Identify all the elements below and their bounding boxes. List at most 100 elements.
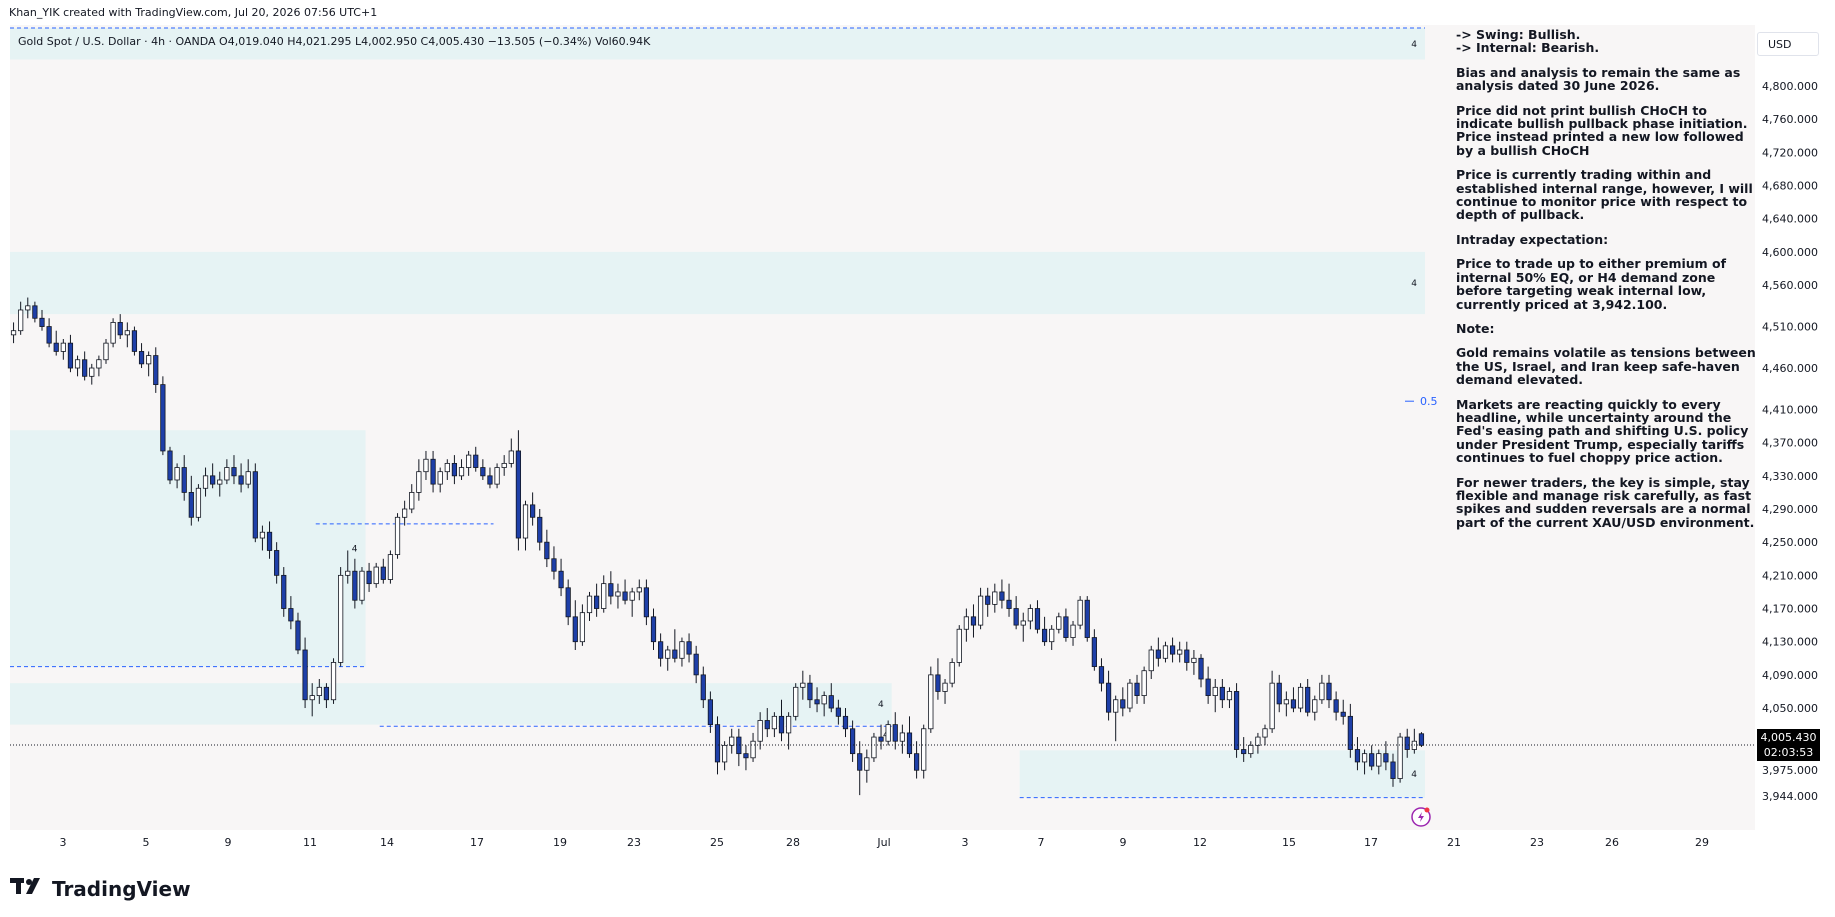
candle (352, 558, 358, 609)
x-tick-label: 9 (225, 836, 232, 849)
candle-body (231, 467, 237, 477)
candle-body (74, 359, 81, 369)
candle (871, 732, 877, 762)
candle (579, 604, 586, 646)
candle-body (821, 695, 827, 705)
candle-body (608, 583, 614, 597)
candle (1347, 703, 1353, 758)
bar-countdown: 02:03:53 (1763, 746, 1814, 759)
candle (359, 567, 365, 605)
candle-body (316, 686, 322, 697)
x-tick-label: 29 (1695, 836, 1709, 849)
candle-body (629, 591, 635, 601)
candle-body (110, 322, 116, 344)
candle-body (387, 554, 394, 580)
candle (131, 326, 138, 356)
candle (814, 687, 820, 713)
candle (778, 699, 785, 742)
candle (842, 708, 849, 738)
candle (10, 322, 17, 344)
candle-body (451, 462, 458, 477)
candle-body (380, 566, 386, 580)
candle-body (359, 570, 365, 601)
candle (146, 351, 152, 377)
analysis-paragraph: -> Swing: Bullish. -> Internal: Bearish. (1456, 27, 1600, 56)
candle-body (878, 736, 884, 742)
currency-button[interactable]: USD (1757, 32, 1819, 56)
y-tick-label: 4,370.000 (1762, 437, 1818, 450)
candle-body (295, 620, 301, 651)
candle (494, 463, 500, 489)
alert-icon[interactable] (1411, 807, 1431, 827)
candle-body (1177, 649, 1183, 655)
candle (1098, 658, 1105, 692)
candle (1255, 732, 1261, 754)
candle-body (842, 715, 849, 730)
candle-body (992, 591, 998, 605)
candle-body (1397, 736, 1403, 779)
tradingview-logo[interactable]: TradingView (10, 876, 191, 902)
y-tick-label: 4,170.000 (1762, 603, 1818, 616)
candle (921, 724, 927, 779)
candle (1418, 732, 1425, 748)
candle (913, 741, 920, 779)
candle (1269, 670, 1275, 733)
candle-body (124, 330, 130, 336)
candle-body (53, 342, 59, 352)
candle-body (1191, 657, 1197, 663)
candle (138, 343, 145, 369)
candle-body (338, 574, 344, 663)
candle-body (622, 591, 628, 601)
candle-body (1347, 715, 1353, 750)
candle-body (131, 330, 138, 352)
candle (629, 587, 635, 617)
y-tick-label: 4,800.000 (1762, 80, 1818, 93)
candle-body (857, 753, 863, 771)
candle (46, 318, 52, 348)
candle (899, 724, 905, 754)
candle (665, 645, 671, 671)
candle-body (579, 612, 586, 643)
candle-body (501, 462, 507, 468)
candle-body (1077, 599, 1083, 626)
candle (544, 529, 550, 568)
candle (330, 658, 337, 704)
candle-body (480, 467, 486, 477)
x-tick-label: 7 (1038, 836, 1045, 849)
candle-body (1212, 686, 1218, 697)
candle (693, 645, 699, 684)
y-tick-label: 4,050.000 (1762, 702, 1818, 715)
candle-body (1262, 728, 1268, 738)
candle-body (1312, 699, 1318, 713)
candle-body (928, 674, 934, 730)
candle (892, 712, 898, 750)
candle (1077, 596, 1083, 630)
candle-body (402, 508, 408, 518)
candle-body (409, 492, 415, 510)
candle-body (473, 454, 479, 468)
candle-body (82, 359, 88, 377)
candle-body (729, 736, 735, 746)
x-tick-label: 15 (1282, 836, 1296, 849)
candle-body (210, 475, 216, 485)
candle-body (942, 682, 948, 692)
candle (537, 509, 543, 551)
candle (522, 500, 529, 551)
candles-layer (10, 297, 1425, 796)
candle-body (722, 744, 728, 763)
candle-body (423, 458, 429, 473)
candle-body (1184, 649, 1190, 663)
candle-body (195, 487, 202, 518)
candle-body (835, 707, 841, 717)
candle (714, 716, 721, 775)
candle (1290, 687, 1297, 713)
candle-body (1091, 637, 1097, 667)
candle (259, 525, 266, 551)
candle-body (444, 462, 450, 473)
candle (32, 301, 38, 323)
candle (1219, 679, 1225, 709)
candle-body (1049, 628, 1055, 643)
candle (551, 546, 557, 580)
candle-body (679, 641, 685, 659)
